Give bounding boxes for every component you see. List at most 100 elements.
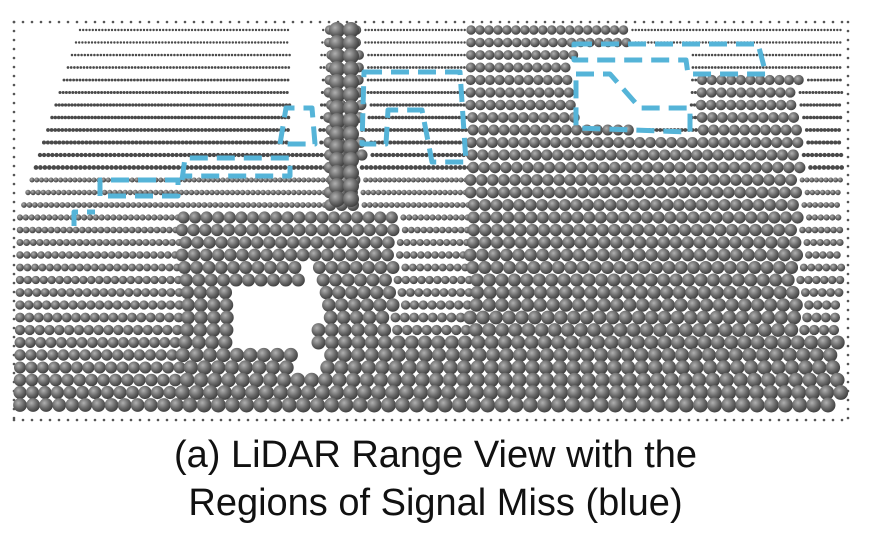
lidar-point bbox=[93, 324, 104, 336]
lidar-point bbox=[536, 199, 549, 211]
frame-dot bbox=[462, 20, 466, 24]
lidar-point bbox=[105, 103, 109, 107]
lidar-point bbox=[486, 136, 498, 149]
lidar-point bbox=[212, 90, 216, 95]
lidar-point bbox=[241, 41, 244, 44]
lidar-point bbox=[424, 66, 428, 69]
lidar-point bbox=[661, 298, 675, 312]
lidar-point bbox=[367, 66, 370, 69]
lidar-point bbox=[163, 115, 168, 120]
lidar-point bbox=[420, 226, 428, 234]
lidar-point bbox=[448, 165, 454, 170]
lidar-point bbox=[805, 251, 813, 259]
lidar-point bbox=[133, 214, 140, 221]
lidar-point bbox=[670, 310, 685, 325]
lidar-point bbox=[261, 66, 265, 69]
lidar-point bbox=[319, 152, 324, 158]
lidar-point bbox=[779, 211, 793, 224]
lidar-point bbox=[380, 397, 396, 413]
lidar-point bbox=[771, 66, 775, 69]
frame-dot bbox=[846, 254, 850, 258]
lidar-point bbox=[690, 90, 694, 95]
lidar-point bbox=[818, 152, 823, 158]
lidar-point bbox=[263, 41, 267, 44]
lidar-point bbox=[434, 53, 437, 57]
lidar-point bbox=[385, 385, 400, 400]
lidar-point bbox=[752, 28, 756, 32]
lidar-point bbox=[75, 152, 80, 158]
lidar-point bbox=[397, 115, 401, 120]
lidar-point bbox=[723, 149, 735, 161]
lidar-point bbox=[119, 90, 123, 95]
lidar-point bbox=[825, 103, 829, 107]
frame-dot bbox=[138, 20, 142, 24]
lidar-point bbox=[97, 373, 110, 387]
lidar-point bbox=[644, 335, 659, 350]
lidar-point bbox=[680, 149, 692, 161]
lidar-point bbox=[520, 25, 530, 35]
lidar-point bbox=[89, 103, 93, 107]
lidar-point bbox=[124, 66, 127, 69]
lidar-point bbox=[179, 103, 183, 107]
lidar-point bbox=[817, 90, 821, 95]
lidar-point bbox=[86, 103, 90, 107]
lidar-point bbox=[392, 128, 397, 132]
lidar-point bbox=[340, 223, 353, 237]
lidar-point bbox=[234, 202, 241, 208]
lidar-point bbox=[142, 128, 147, 132]
lidar-point bbox=[329, 152, 345, 168]
lidar-point bbox=[270, 115, 274, 120]
frame-dot bbox=[846, 173, 850, 177]
lidar-point bbox=[778, 53, 781, 57]
lidar-point bbox=[229, 28, 232, 32]
lidar-point bbox=[431, 53, 434, 57]
lidar-point bbox=[417, 335, 433, 350]
lidar-point bbox=[108, 103, 113, 107]
lidar-point bbox=[364, 41, 367, 44]
lidar-point bbox=[530, 37, 540, 48]
lidar-point bbox=[476, 136, 488, 149]
lidar-point bbox=[377, 177, 383, 183]
lidar-point bbox=[822, 115, 826, 120]
frame-dot bbox=[660, 20, 664, 24]
lidar-point bbox=[100, 78, 104, 82]
lidar-point bbox=[467, 223, 480, 237]
lidar-point bbox=[115, 140, 120, 145]
lidar-point bbox=[382, 285, 397, 300]
lidar-point bbox=[116, 226, 123, 234]
lidar-point bbox=[420, 152, 425, 158]
lidar-point bbox=[555, 25, 566, 35]
lidar-point bbox=[487, 149, 500, 161]
lidar-point bbox=[630, 174, 643, 186]
lidar-point bbox=[571, 285, 586, 300]
lidar-point bbox=[452, 214, 459, 221]
lidar-point bbox=[548, 211, 561, 224]
lidar-point bbox=[203, 78, 207, 82]
lidar-point bbox=[286, 28, 290, 32]
lidar-point bbox=[24, 300, 34, 310]
lidar-point bbox=[423, 103, 428, 107]
lidar-point bbox=[366, 273, 380, 287]
lidar-point bbox=[684, 335, 699, 350]
lidar-point bbox=[214, 103, 218, 107]
lidar-point bbox=[743, 360, 759, 375]
lidar-point bbox=[796, 347, 811, 363]
lidar-point bbox=[162, 66, 166, 69]
frame-dot bbox=[840, 418, 844, 422]
lidar-point bbox=[360, 189, 366, 196]
frame-dot bbox=[138, 418, 142, 422]
lidar-point bbox=[674, 347, 690, 363]
lidar-point bbox=[432, 347, 447, 363]
lidar-point bbox=[172, 324, 183, 336]
lidar-point bbox=[378, 347, 393, 363]
lidar-point bbox=[467, 124, 479, 136]
lidar-point bbox=[91, 398, 106, 412]
lidar-point bbox=[597, 298, 611, 312]
lidar-point bbox=[760, 261, 774, 274]
lidar-point bbox=[244, 78, 248, 82]
lidar-point bbox=[265, 140, 270, 145]
lidar-point bbox=[618, 310, 633, 325]
lidar-point bbox=[484, 50, 495, 60]
lidar-point bbox=[179, 273, 193, 287]
lidar-point bbox=[257, 78, 261, 82]
